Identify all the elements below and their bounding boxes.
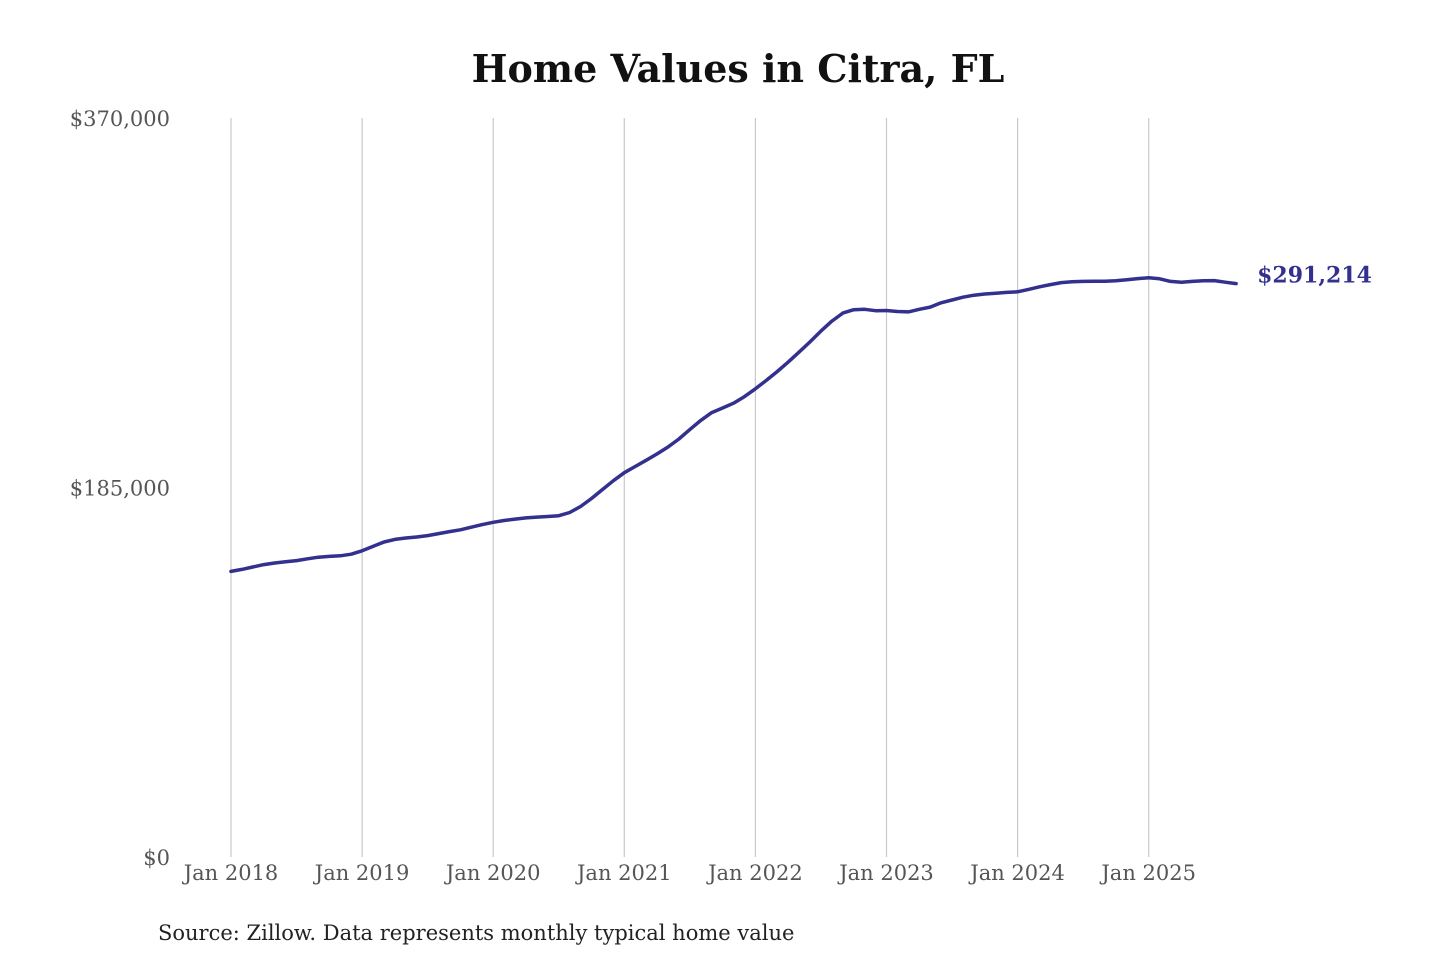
chart-title: Home Values in Citra, FL [472, 46, 1005, 91]
y-tick-label: $370,000 [70, 107, 170, 131]
x-tick-label: Jan 2022 [706, 861, 803, 885]
x-tick-label: Jan 2024 [968, 861, 1065, 885]
y-tick-label: $0 [143, 846, 170, 870]
x-tick-label: Jan 2023 [837, 861, 934, 885]
x-tick-label: Jan 2020 [444, 861, 541, 885]
y-tick-label: $185,000 [70, 477, 170, 501]
x-tick-label: Jan 2018 [182, 861, 279, 885]
series-line [229, 276, 1238, 574]
source-note: Source: Zillow. Data represents monthly … [158, 921, 794, 945]
x-tick-label: Jan 2021 [575, 861, 672, 885]
grid-layer [230, 118, 1150, 857]
end-value-label: $291,214 [1257, 263, 1372, 289]
x-tick-label: Jan 2019 [313, 861, 410, 885]
y-axis: $0 $185,000 $370,000 [70, 107, 170, 870]
series-layer: $291,214 [229, 263, 1372, 574]
x-tick-label: Jan 2025 [1099, 861, 1196, 885]
x-axis: Jan 2018 Jan 2019 Jan 2020 Jan 2021 Jan 2022… [182, 861, 1196, 885]
